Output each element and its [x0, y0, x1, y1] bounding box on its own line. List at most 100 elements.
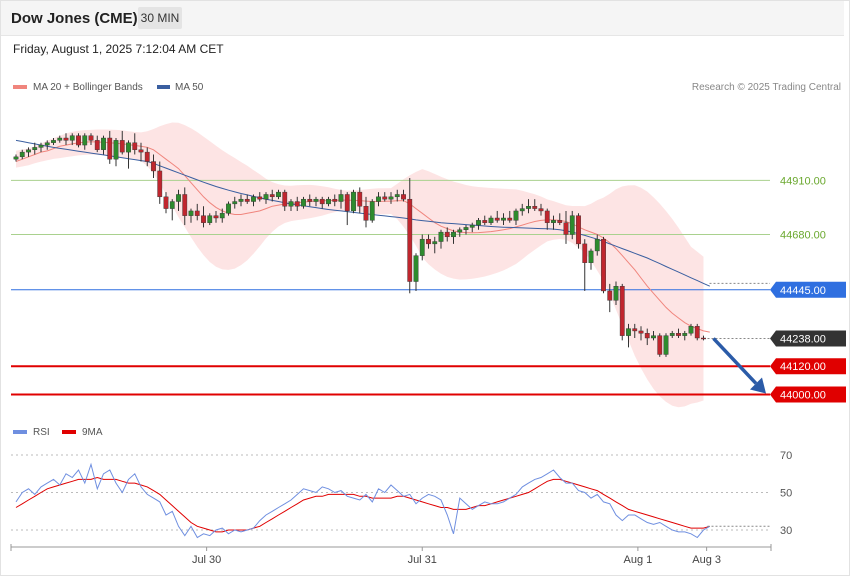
candle-body — [557, 220, 563, 223]
candle-body — [132, 142, 138, 150]
candle — [238, 194, 244, 207]
x-tick-label: Aug 1 — [624, 554, 653, 566]
candle — [563, 210, 569, 244]
candle-body — [601, 238, 606, 292]
candle-body — [632, 328, 638, 332]
candle-body — [19, 151, 25, 158]
candle — [213, 210, 219, 223]
candle — [526, 199, 531, 214]
level-label-box — [770, 330, 846, 347]
candle — [501, 213, 506, 226]
candle — [369, 199, 375, 223]
candle-body — [657, 335, 663, 355]
legend-label-ma20: MA 20 + Bollinger Bands — [33, 82, 143, 93]
candle-body — [613, 286, 619, 301]
candle — [457, 227, 463, 237]
candle — [376, 192, 381, 207]
candle — [82, 133, 88, 150]
candle-body — [607, 290, 613, 301]
candle — [269, 189, 275, 202]
candle — [544, 208, 550, 230]
candle-body — [294, 201, 300, 207]
candle-body — [401, 194, 406, 200]
candle-body — [569, 215, 575, 235]
candle-body — [176, 194, 181, 202]
candle — [469, 222, 475, 233]
candle-body — [438, 231, 444, 242]
candle-body — [107, 137, 113, 160]
candle — [251, 194, 256, 207]
candle-body — [57, 137, 63, 141]
candle — [576, 213, 581, 249]
candle-body — [169, 201, 175, 209]
candle-body — [319, 198, 325, 205]
candle — [557, 213, 563, 226]
legend-label-rsi: RSI — [33, 427, 50, 438]
candle — [626, 323, 631, 348]
forecast-arrow-head — [750, 377, 766, 394]
rsi-legend: RSI 9MA — [13, 427, 103, 438]
candle — [63, 133, 69, 146]
rsi-line — [15, 462, 711, 539]
candle-body — [344, 194, 350, 212]
candle-body — [369, 201, 375, 221]
candle-body — [194, 210, 200, 216]
candle-body — [357, 191, 363, 207]
candle — [482, 215, 488, 226]
candle-body — [532, 206, 538, 209]
candle — [19, 149, 25, 160]
candle-body — [119, 140, 125, 153]
candle — [601, 236, 606, 294]
candle — [426, 234, 431, 249]
candle — [282, 189, 288, 211]
candle-body — [88, 135, 94, 141]
level-label: 44910.00 — [780, 175, 826, 187]
candle-body — [232, 201, 238, 205]
legend-swatch-9ma — [62, 430, 76, 434]
candle-body — [13, 156, 19, 160]
instrument-title: Dow Jones (CME) — [11, 10, 138, 27]
candle — [126, 140, 131, 169]
candle-body — [482, 220, 488, 223]
candle — [94, 135, 100, 153]
candle-body — [338, 194, 344, 202]
level-label: 44120.00 — [780, 361, 826, 373]
candle — [338, 189, 344, 209]
candle — [538, 203, 544, 216]
candle — [232, 196, 238, 209]
candle — [194, 203, 200, 221]
candle — [219, 208, 225, 223]
candle-body — [457, 229, 463, 233]
candle — [488, 215, 494, 226]
candle — [244, 194, 250, 204]
candle-body — [257, 196, 263, 200]
candle-body — [544, 210, 550, 223]
candle-body — [188, 210, 194, 216]
candle-body — [588, 250, 594, 263]
candle-body — [288, 201, 294, 207]
candle-body — [63, 137, 69, 141]
candle-body — [151, 161, 156, 172]
candle-body — [51, 140, 56, 143]
candle — [101, 135, 106, 155]
candle — [519, 203, 525, 216]
level-label-box — [770, 386, 846, 403]
candle — [657, 333, 663, 357]
level-label: 44445.00 — [780, 285, 826, 297]
candle-body — [432, 241, 438, 245]
candle — [157, 161, 163, 204]
ma50-line — [15, 139, 711, 287]
candle-body — [669, 333, 675, 336]
candle-body — [644, 333, 650, 339]
candle — [351, 189, 356, 214]
level-label-box — [770, 358, 846, 375]
candle-body — [594, 238, 600, 252]
candle — [44, 140, 50, 150]
candle-body — [463, 227, 469, 230]
candle-body — [376, 196, 381, 202]
timeframe-button[interactable]: 30 MIN — [138, 7, 182, 29]
candle-body — [207, 215, 213, 223]
candle-body — [688, 326, 694, 334]
candle-body — [326, 198, 331, 205]
candle — [176, 189, 181, 211]
